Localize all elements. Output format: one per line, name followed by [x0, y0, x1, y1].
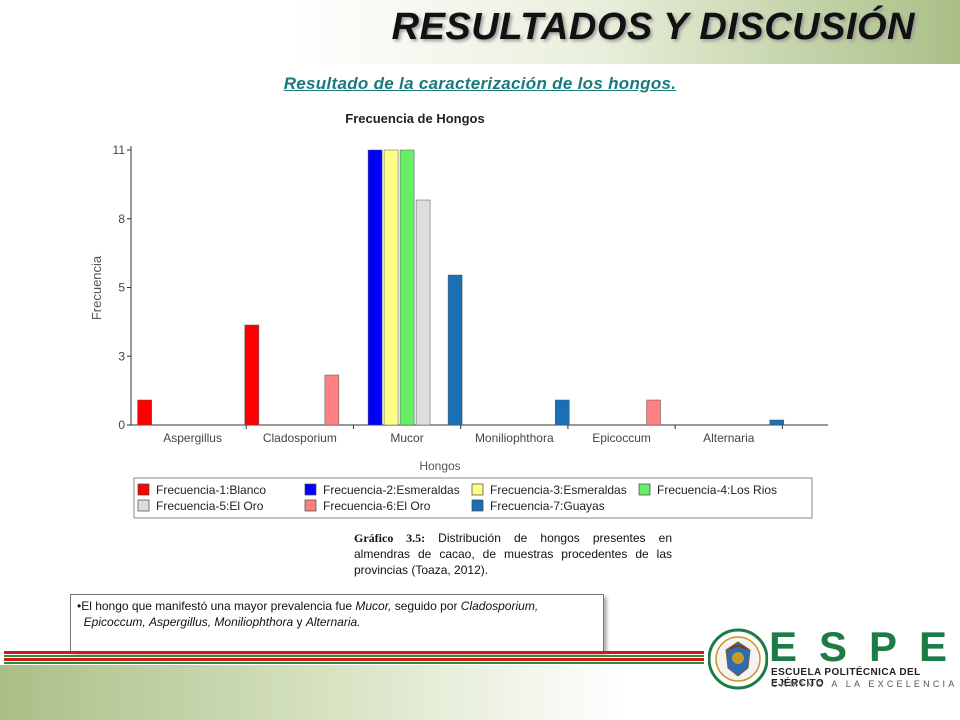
x-tick-label: Cladosporium [263, 431, 337, 445]
chart-axes [130, 146, 828, 426]
chart-legend: Frecuencia-1:Blanco Frecuencia-2:Esmerald… [133, 477, 813, 519]
x-tick-labels: Aspergillus Cladosporium Mucor Moniliophtho… [163, 425, 783, 445]
y-axis-label: Frecuencia [89, 255, 104, 320]
bar [383, 149, 399, 426]
y-tick-label: 11 [113, 143, 126, 157]
espe-institution-name: ESCUELA POLITÉCNICA DEL EJÉRCITO [771, 667, 921, 689]
bar [399, 149, 415, 426]
note-aspergillus: Aspergillus, [149, 615, 212, 629]
legend-label: Frecuencia-6:El Oro [323, 499, 431, 513]
note-text-3: y [293, 615, 306, 629]
legend-swatch [137, 483, 150, 496]
espe-seal-icon [708, 628, 768, 690]
bar [324, 374, 340, 426]
legend-swatch [638, 483, 651, 496]
note-text-1: El hongo que manifestó una mayor prevale… [81, 599, 356, 613]
x-tick-label: Aspergillus [163, 431, 222, 445]
chart-caption: Gráfico 3.5: Distribución de hongos pres… [354, 530, 672, 578]
chart-title: Frecuencia de Hongos [345, 111, 484, 126]
legend-label: Frecuencia-7:Guayas [490, 499, 605, 513]
bar [415, 199, 431, 426]
bar [447, 274, 463, 426]
x-axis-label: Hongos [419, 459, 460, 473]
note-epicoccum: Epicoccum, [83, 615, 146, 629]
espe-motto: CAMINO A LA EXCELENCIA [771, 679, 958, 689]
legend-swatch [304, 483, 317, 496]
y-tick-label: 8 [118, 212, 125, 226]
legend-label: Frecuencia-2:Esmeraldas [323, 483, 460, 497]
page-subtitle: Resultado de la caracterización de los h… [283, 74, 677, 93]
note-moniliophthora: Moniliophthora [214, 615, 294, 629]
header-band [0, 0, 960, 64]
x-tick-label: Mucor [390, 431, 423, 445]
legend-label: Frecuencia-4:Los Rios [657, 483, 777, 497]
bar [769, 419, 785, 426]
legend-swatch [471, 483, 484, 496]
note-cladosporium: Cladosporium, [460, 599, 539, 613]
bar [137, 399, 152, 426]
note-text-2: seguido por [391, 599, 461, 613]
y-tick-labels: 0 3 5 8 11 [113, 143, 131, 432]
y-tick-label: 0 [118, 418, 125, 432]
caption-label: Gráfico 3.5: [354, 531, 426, 545]
y-tick-label: 5 [118, 281, 125, 295]
note-mucor: Mucor, [355, 599, 392, 613]
bar [367, 149, 383, 426]
x-tick-label: Alternaria [703, 431, 755, 445]
legend-label: Frecuencia-3:Esmeraldas [490, 483, 627, 497]
x-tick-label: Epicoccum [592, 431, 651, 445]
decorative-stripes [4, 651, 704, 665]
legend-swatch [471, 499, 484, 512]
x-tick-label: Moniliophthora [475, 431, 554, 445]
legend-label: Frecuencia-1:Blanco [156, 483, 266, 497]
note-alternaria: Alternaria. [305, 615, 361, 629]
caption-text: Distribución de hongos presentes en alme… [354, 531, 672, 577]
fungi-frequency-chart: Frecuencia de Hongos Aspergillus Cladospo… [89, 111, 828, 519]
conclusion-note: •El hongo que manifestó una mayor preval… [70, 594, 604, 652]
bar [244, 324, 260, 426]
note-bullet: • [77, 599, 82, 613]
espe-wordmark: ESPE [769, 623, 960, 670]
bar [555, 399, 570, 426]
y-tick-label: 3 [118, 349, 125, 363]
legend-label: Frecuencia-5:El Oro [156, 499, 264, 513]
legend-swatch [137, 499, 150, 512]
chart-bars [137, 149, 785, 426]
bar [646, 399, 661, 426]
page-title: RESULTADOS Y DISCUSIÓN [391, 6, 915, 48]
legend-swatch [304, 499, 317, 512]
